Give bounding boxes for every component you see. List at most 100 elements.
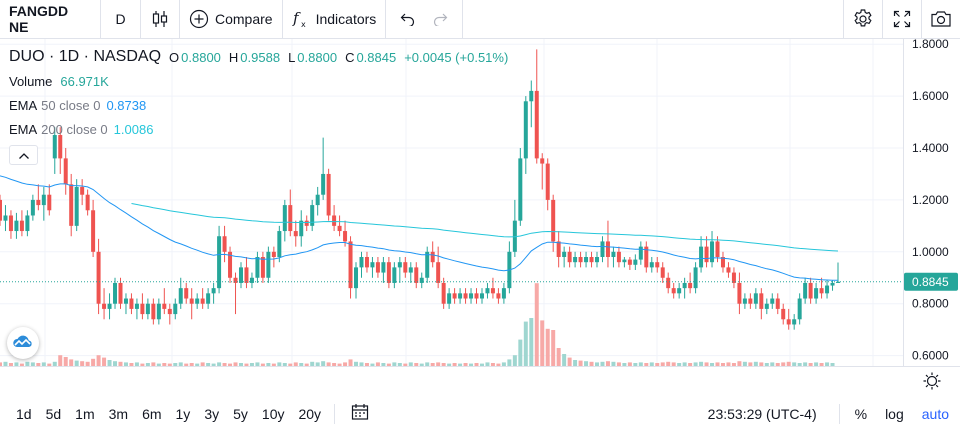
candle-body <box>74 186 79 226</box>
volume-bar <box>803 362 808 366</box>
chart-area[interactable]: 1.8000 1.6000 1.4000 1.2000 1.0000 0.8000 0.60… <box>0 37 960 387</box>
clock-timezone[interactable]: 23:53:29 (UTC-4) <box>707 405 817 422</box>
volume-bar <box>660 362 665 366</box>
candle-body <box>501 288 506 299</box>
volume-bar <box>326 362 331 366</box>
tradingview-logo-button[interactable] <box>7 327 39 359</box>
range-button-1d[interactable]: 1d <box>16 405 32 422</box>
candle-body <box>447 293 452 304</box>
candle-body <box>25 215 30 232</box>
candle-body <box>277 231 282 257</box>
log-scale-button[interactable]: log <box>885 405 904 422</box>
volume-bar <box>463 363 468 366</box>
candle <box>156 298 161 325</box>
redo-button[interactable] <box>424 0 464 39</box>
legend-volume-row[interactable]: Volume 66.971K <box>9 69 516 93</box>
range-button-20y[interactable]: 20y <box>298 405 322 422</box>
price-chart[interactable]: 1.8000 1.6000 1.4000 1.2000 1.0000 0.8000 0.60… <box>0 37 960 387</box>
low-label: L <box>288 49 296 65</box>
auto-scale-button[interactable]: auto <box>921 405 949 422</box>
volume-bar <box>63 357 68 366</box>
candle <box>786 308 791 330</box>
candle <box>825 280 830 299</box>
range-button-3m[interactable]: 3m <box>108 405 129 422</box>
candle-body <box>605 241 610 257</box>
candle <box>534 49 539 164</box>
candle <box>145 298 150 320</box>
snapshot-button[interactable] <box>921 0 960 39</box>
price-tick-label: 1.2000 <box>912 193 949 207</box>
go-to-date-button[interactable] <box>341 394 379 433</box>
candle <box>545 158 550 211</box>
range-button-6m[interactable]: 6m <box>142 405 162 422</box>
candle-body <box>129 298 134 309</box>
ema50-value: 0.8738 <box>106 97 147 113</box>
candle-body <box>633 259 638 265</box>
date-ranges: 1d 5d 1m 3m 6m 1y 3y 5y 10y 20y <box>0 394 328 433</box>
range-button-1m[interactable]: 1m <box>75 405 95 422</box>
candle-body <box>386 262 391 283</box>
range-button-5d[interactable]: 5d <box>45 405 62 422</box>
volume-bar <box>238 363 243 366</box>
candle-body <box>41 194 46 206</box>
candle <box>414 262 419 289</box>
candle <box>479 288 484 304</box>
range-button-10y[interactable]: 10y <box>261 405 285 422</box>
volume-bar <box>458 363 463 366</box>
fullscreen-button[interactable] <box>882 0 921 39</box>
high-label: H <box>228 49 239 65</box>
candle <box>830 280 835 291</box>
candle <box>469 288 474 304</box>
candle <box>392 262 397 289</box>
range-button-5y[interactable]: 5y <box>233 405 248 422</box>
time-axis-settings-button[interactable] <box>922 371 942 391</box>
candle <box>364 251 369 273</box>
volume-bar <box>545 328 550 366</box>
legend-collapse-button[interactable] <box>9 145 38 165</box>
undo-button[interactable] <box>386 0 424 39</box>
percent-scale-button[interactable]: % <box>854 405 868 422</box>
compare-label: Compare <box>215 11 273 27</box>
candle-body <box>496 293 501 299</box>
volume-bar <box>107 360 112 366</box>
compare-button[interactable]: Compare <box>180 0 283 39</box>
candle <box>30 194 35 221</box>
candle-body <box>321 173 326 195</box>
candle-body <box>255 257 260 278</box>
candle <box>277 225 282 263</box>
candle <box>315 186 320 216</box>
undo-icon <box>400 12 416 26</box>
current-price-label: 0.8845 <box>904 272 958 291</box>
candle-body <box>206 293 211 304</box>
volume-bar <box>266 363 271 366</box>
chart-legend: DUO · 1D · NASDAQ O 0.8800 H 0.9588 L 0.880… <box>9 45 516 165</box>
candle <box>113 277 118 309</box>
candle-body <box>797 298 802 320</box>
settings-button[interactable] <box>843 0 882 39</box>
candle <box>775 293 780 315</box>
volume-bar <box>173 363 178 366</box>
price-tick-label: 0.8000 <box>912 297 949 311</box>
candle-body <box>611 251 616 257</box>
candle-body <box>578 257 583 263</box>
candle <box>589 251 594 268</box>
candle-body <box>47 194 52 211</box>
range-button-3y[interactable]: 3y <box>204 405 220 422</box>
volume-bar <box>496 363 501 366</box>
volume-bar <box>118 361 123 366</box>
legend-ema50-row[interactable]: EMA 50 close 0 0.8738 <box>9 93 516 117</box>
candle-body <box>375 262 380 273</box>
volume-bar <box>74 360 79 366</box>
volume-bar <box>589 361 594 366</box>
interval-button[interactable]: D <box>101 0 141 39</box>
candle-body <box>540 158 545 164</box>
chart-type-button[interactable] <box>141 0 180 39</box>
candle-body <box>189 298 194 304</box>
candle-body <box>299 220 304 237</box>
volume-bar <box>408 362 413 366</box>
range-button-1y[interactable]: 1y <box>175 405 191 422</box>
symbol-search-button[interactable]: FANGDD NE <box>0 0 101 39</box>
legend-ema200-row[interactable]: EMA 200 close 0 1.0086 <box>9 117 516 141</box>
candle-body <box>803 282 808 299</box>
